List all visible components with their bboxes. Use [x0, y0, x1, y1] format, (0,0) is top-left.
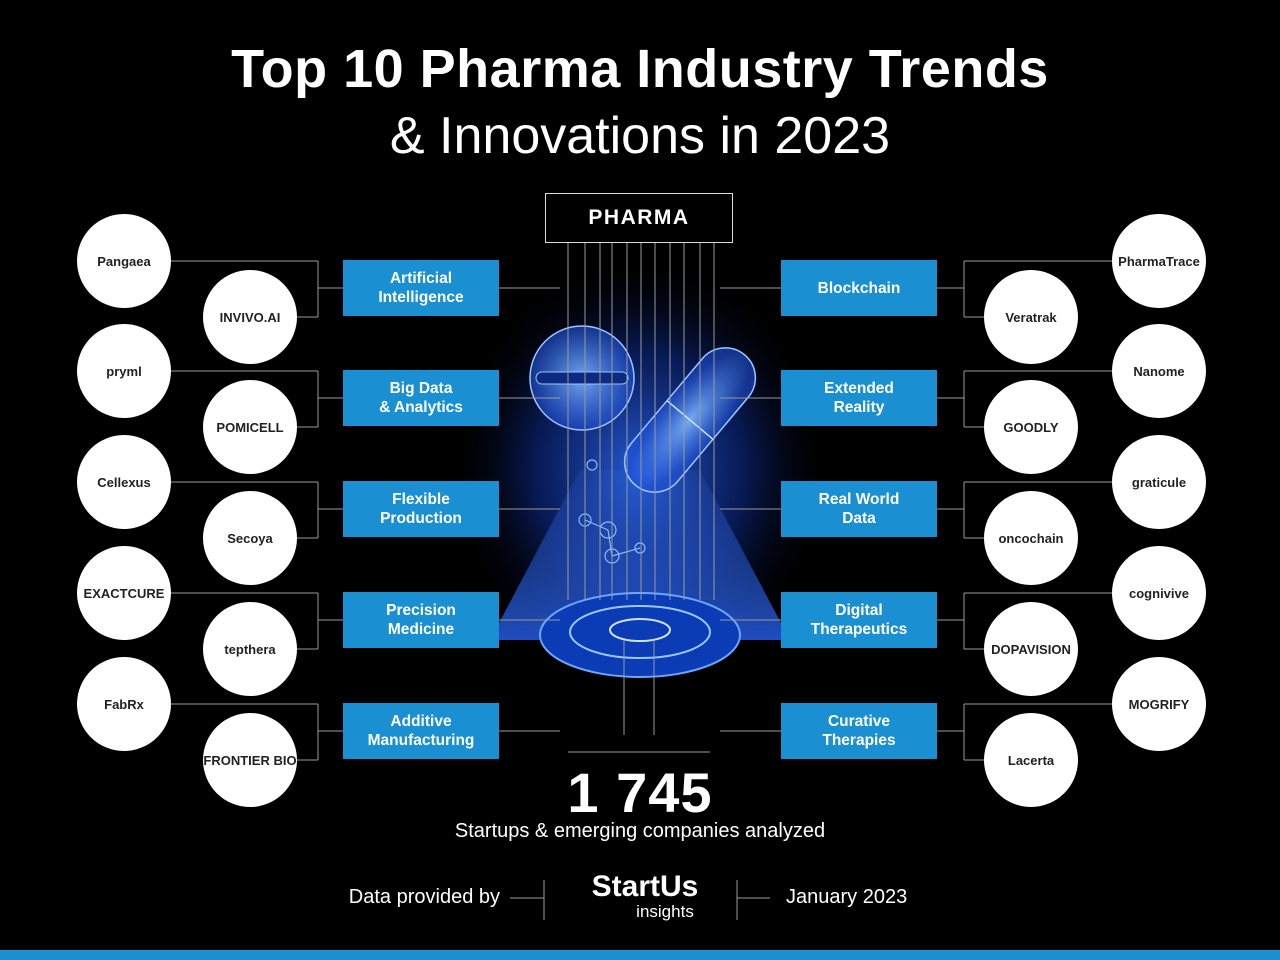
company-logo-lacerta: Lacerta: [984, 713, 1078, 807]
startup-count-caption: Startups & emerging companies analyzed: [454, 820, 826, 842]
company-name: PharmaTrace: [1118, 253, 1200, 269]
company-logo-exactcure: EXACTCURE: [77, 546, 171, 640]
trend-artificial-intelligence: Artificial Intelligence: [343, 260, 499, 316]
company-name: Pangaea: [97, 253, 151, 269]
company-name: POMICELL: [216, 419, 284, 435]
brand-sub: insights: [636, 902, 694, 921]
company-name: Veratrak: [1005, 309, 1057, 325]
trend-additive-manufacturing: Additive Manufacturing: [343, 703, 499, 759]
pharma-hub-label: PHARMA: [545, 193, 733, 243]
company-logo-graticule: graticule: [1112, 435, 1206, 529]
company-name: FRONTIER BIO: [203, 752, 297, 768]
company-name: DOPAVISION: [991, 641, 1071, 657]
company-name: graticule: [1131, 474, 1187, 490]
company-name: INVIVO.AI: [219, 309, 281, 325]
company-logo-oncochain: oncochain: [984, 491, 1078, 585]
company-name: oncochain: [998, 530, 1064, 546]
company-name: Lacerta: [1007, 752, 1055, 768]
company-name: pryml: [106, 363, 142, 379]
company-logo-veratrak: Veratrak: [984, 270, 1078, 364]
company-logo-pangaea: Pangaea: [77, 214, 171, 308]
light-beam: [490, 470, 790, 640]
trend-real-world-data: Real World Data: [781, 481, 937, 537]
trend-curative-therapies: Curative Therapies: [781, 703, 937, 759]
company-logo-dopavision: DOPAVISION: [984, 602, 1078, 696]
company-name: MOGRIFY: [1128, 696, 1190, 712]
company-logo-frontier-bio: FRONTIER BIO: [203, 713, 297, 807]
company-logo-secoya: Secoya: [203, 491, 297, 585]
company-logo-invivo-ai: INVIVO.AI: [203, 270, 297, 364]
company-logo-tepthera: tepthera: [203, 602, 297, 696]
trend-flexible-production: Flexible Production: [343, 481, 499, 537]
trend-big-data-analytics: Big Data & Analytics: [343, 370, 499, 426]
company-logo-goodly: GOODLY: [984, 380, 1078, 474]
company-name: FabRx: [104, 696, 144, 712]
company-logo-nanome: Nanome: [1112, 324, 1206, 418]
company-name: cognivive: [1129, 585, 1189, 601]
bottom-accent-bar: [0, 950, 1280, 960]
company-logo-pomicell: POMICELL: [203, 380, 297, 474]
trend-digital-therapeutics: Digital Therapeutics: [781, 592, 937, 648]
company-logo-pryml: pryml: [77, 324, 171, 418]
report-date: January 2023: [786, 886, 908, 908]
connector-lines: [171, 243, 1112, 920]
startup-count: 1 745: [567, 761, 713, 824]
company-name: GOODLY: [1003, 419, 1059, 435]
trend-extended-reality: Extended Reality: [781, 370, 937, 426]
company-logo-cellexus: Cellexus: [77, 435, 171, 529]
company-logo-fabrx: FabRx: [77, 657, 171, 751]
page-subtitle: & Innovations in 2023: [389, 107, 891, 165]
page-title: Top 10 Pharma Industry Trends: [231, 39, 1049, 99]
company-logo-mogrify: MOGRIFY: [1112, 657, 1206, 751]
data-provided-by-label: Data provided by: [348, 886, 500, 908]
company-name: Nanome: [1133, 363, 1185, 379]
company-name: Secoya: [227, 530, 273, 546]
company-logo-pharmatrace: PharmaTrace: [1112, 214, 1206, 308]
platform-core: [609, 618, 671, 642]
trend-blockchain: Blockchain: [781, 260, 937, 316]
platform-ring: [569, 605, 711, 659]
brand-name: StartUs: [591, 870, 699, 903]
company-logo-cognivive: cognivive: [1112, 546, 1206, 640]
company-name: Cellexus: [97, 474, 151, 490]
company-name: tepthera: [224, 641, 276, 657]
startus-insights-logo: StartUs insights: [560, 872, 730, 924]
company-name: EXACTCURE: [83, 585, 165, 601]
capsule-icon: [623, 347, 757, 493]
trend-precision-medicine: Precision Medicine: [343, 592, 499, 648]
